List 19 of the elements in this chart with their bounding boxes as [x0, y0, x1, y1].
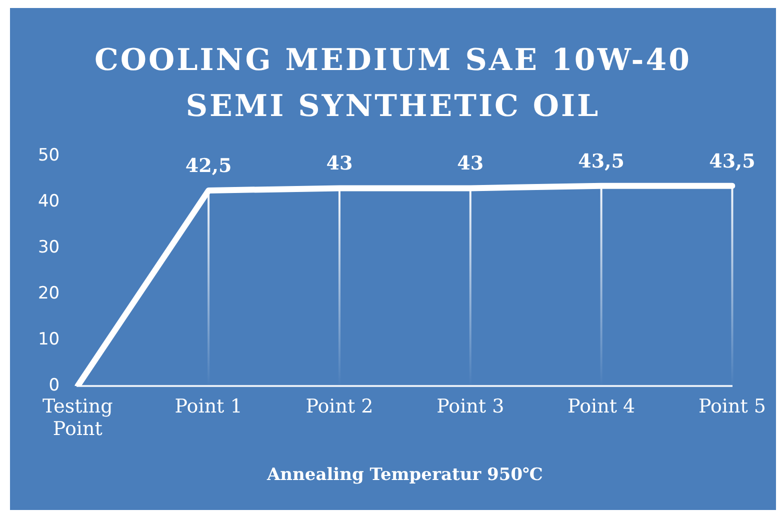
- y-tick-label: 40: [38, 191, 60, 212]
- x-tick-label: Point 2: [306, 395, 374, 418]
- x-tick-label: Point 1: [174, 395, 242, 418]
- x-tick-label: Testing Point: [42, 395, 113, 440]
- x-tick-label: Point 4: [568, 395, 636, 418]
- y-tick-label: 30: [38, 237, 60, 258]
- y-tick-label: 10: [38, 329, 60, 350]
- y-tick-label: 0: [48, 375, 60, 396]
- x-axis-title: Annealing Temperatur 950℃: [266, 465, 543, 486]
- x-tick-label: Point 5: [698, 395, 766, 418]
- y-tick-label: 50: [38, 145, 60, 166]
- data-label: 42,5: [185, 154, 232, 177]
- data-label: 43: [457, 152, 484, 175]
- data-label: 43,5: [578, 150, 624, 172]
- data-label: 43: [326, 152, 353, 175]
- data-label: 43,5: [709, 150, 756, 172]
- chart-title: COOLING MEDIUM SAE 10W-40 SEMI SYNTHETIC OIL: [94, 42, 692, 126]
- x-tick-label: Point 3: [436, 395, 504, 418]
- y-tick-label: 20: [38, 283, 60, 304]
